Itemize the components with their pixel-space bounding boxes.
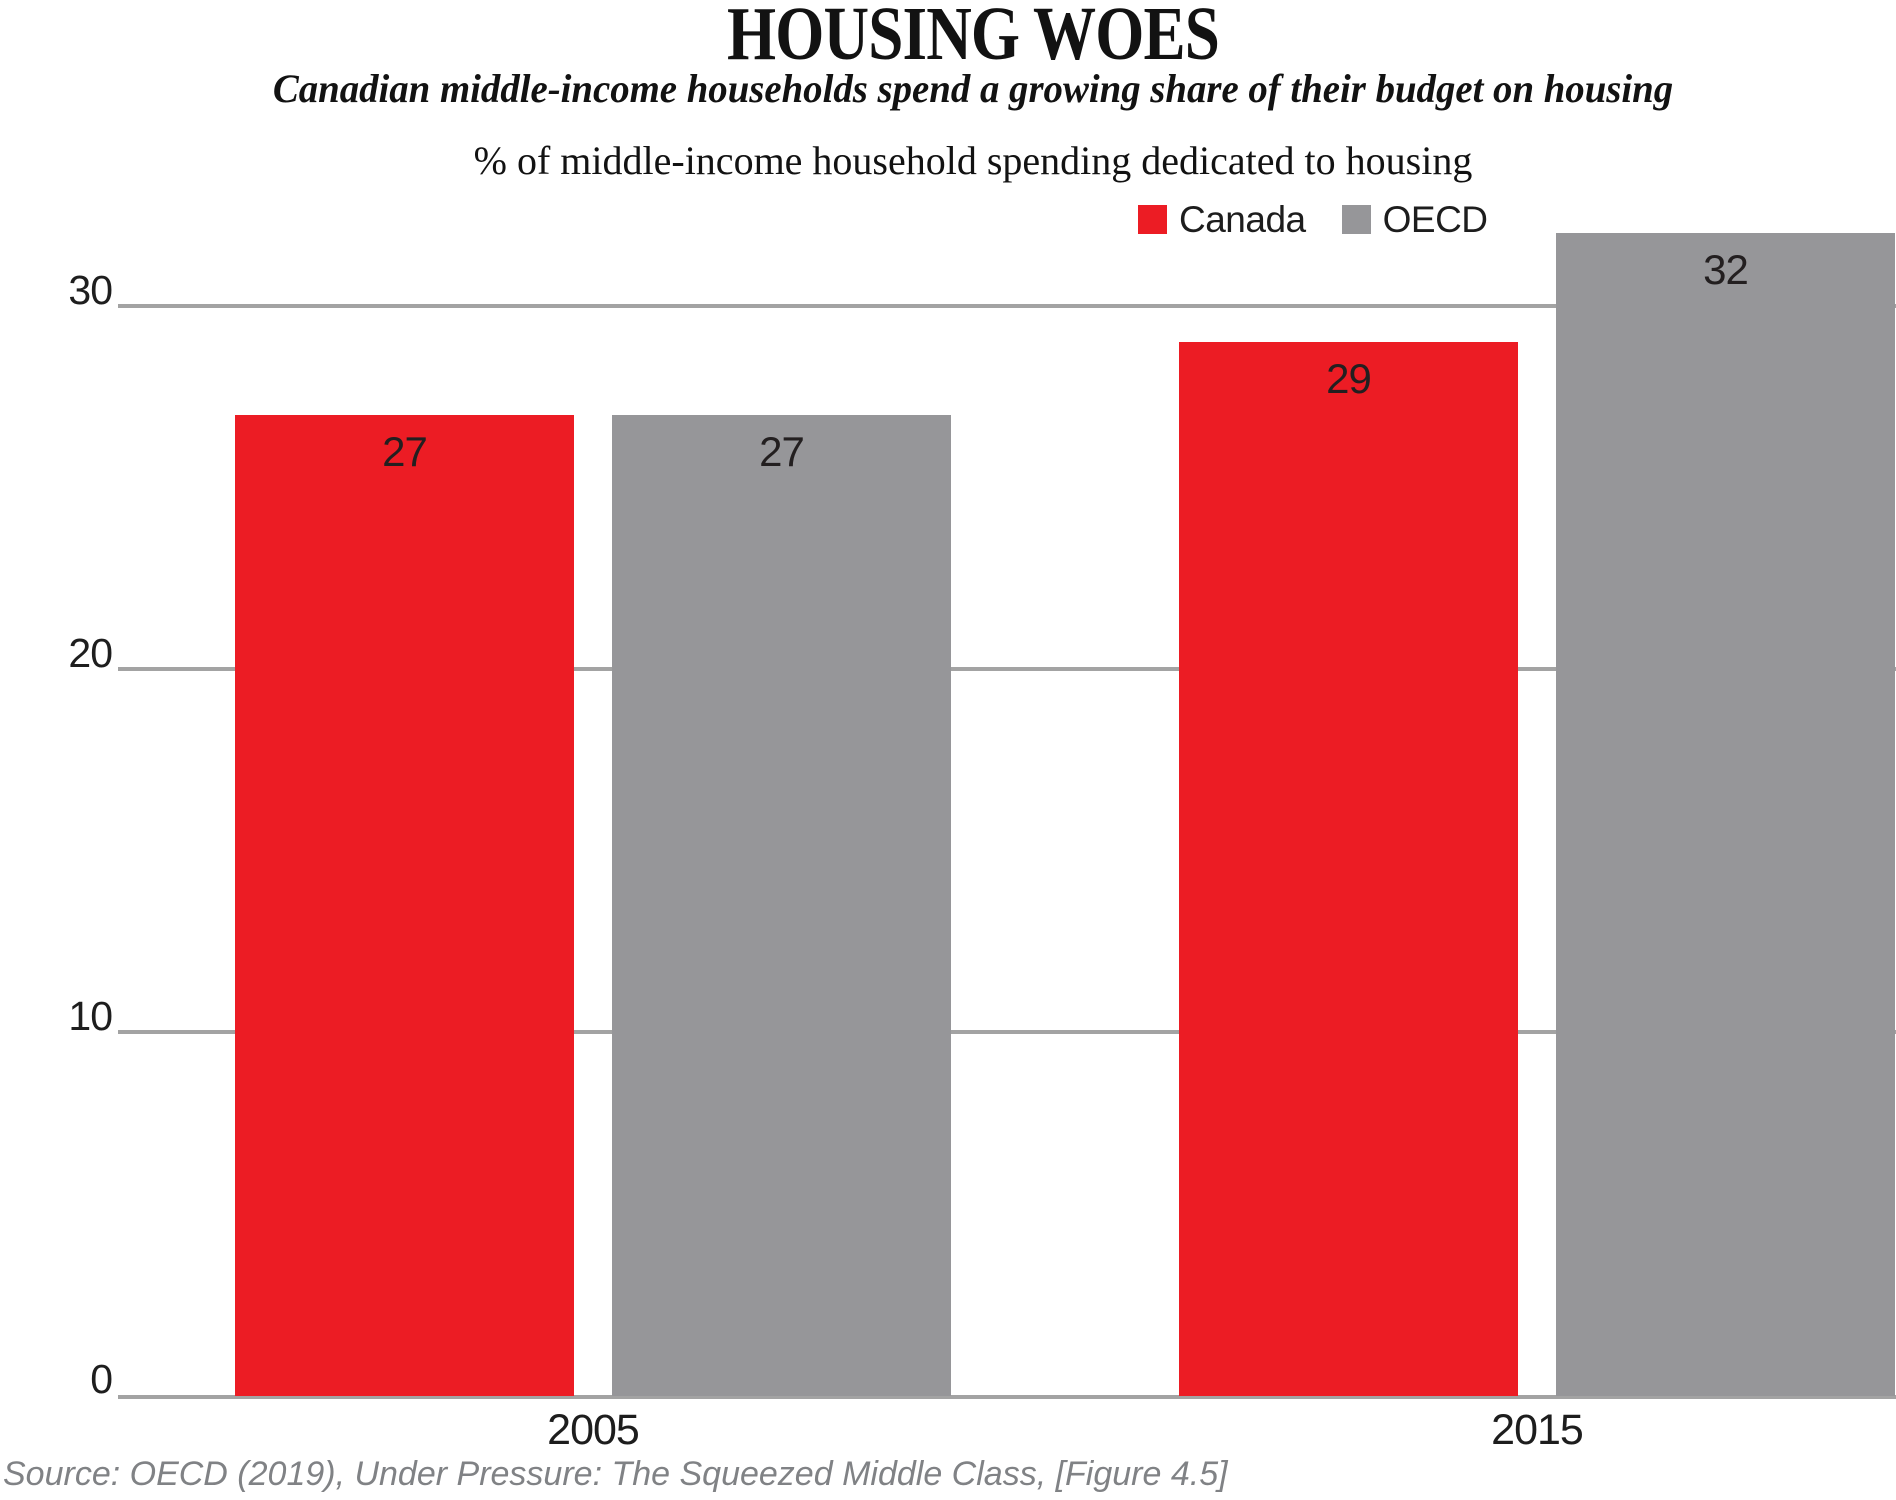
bar-value-label: 32 xyxy=(1703,246,1749,293)
chart-header: HOUSING WOES Canadian middle-income hous… xyxy=(50,0,1896,183)
bar-value-label: 29 xyxy=(1326,355,1372,402)
y-axis-tick-label: 10 xyxy=(68,993,113,1039)
gridline-10 xyxy=(118,1030,1896,1034)
legend-item-canada: Canada xyxy=(1138,201,1306,238)
bar-value-label: 27 xyxy=(759,428,805,475)
legend-label: OECD xyxy=(1382,199,1488,240)
legend-swatch-oecd xyxy=(1341,205,1371,234)
bar-oecd-2005 xyxy=(612,415,951,1396)
gridline-20 xyxy=(118,667,1896,671)
chart-legend: Canada OECD xyxy=(1138,201,1488,238)
y-axis-unit-note: % of middle-income household spending de… xyxy=(473,138,1473,183)
bar-canada-2005 xyxy=(235,415,574,1396)
gridline-30 xyxy=(118,304,1896,308)
y-axis-tick-label: 30 xyxy=(68,267,113,313)
bar-canada-2015 xyxy=(1179,342,1518,1396)
legend-label: Canada xyxy=(1179,199,1306,240)
y-axis-tick-label: 20 xyxy=(68,630,113,676)
legend-item-oecd: OECD xyxy=(1341,199,1488,240)
y-axis-tick-label: 0 xyxy=(90,1356,113,1402)
x-axis-category-label: 2005 xyxy=(547,1406,640,1454)
chart-title: HOUSING WOES xyxy=(727,0,1220,76)
chart-subtitle: Canadian middle-income households spend … xyxy=(272,66,1674,111)
legend-swatch-canada xyxy=(1138,205,1167,234)
bar-value-label: 27 xyxy=(382,428,428,475)
source-note: Source: OECD (2019), Under Pressure: The… xyxy=(3,1455,1228,1493)
x-axis-line xyxy=(118,1395,1896,1399)
bar-oecd-2015 xyxy=(1556,233,1895,1396)
x-axis-category-label: 2015 xyxy=(1491,1406,1584,1454)
